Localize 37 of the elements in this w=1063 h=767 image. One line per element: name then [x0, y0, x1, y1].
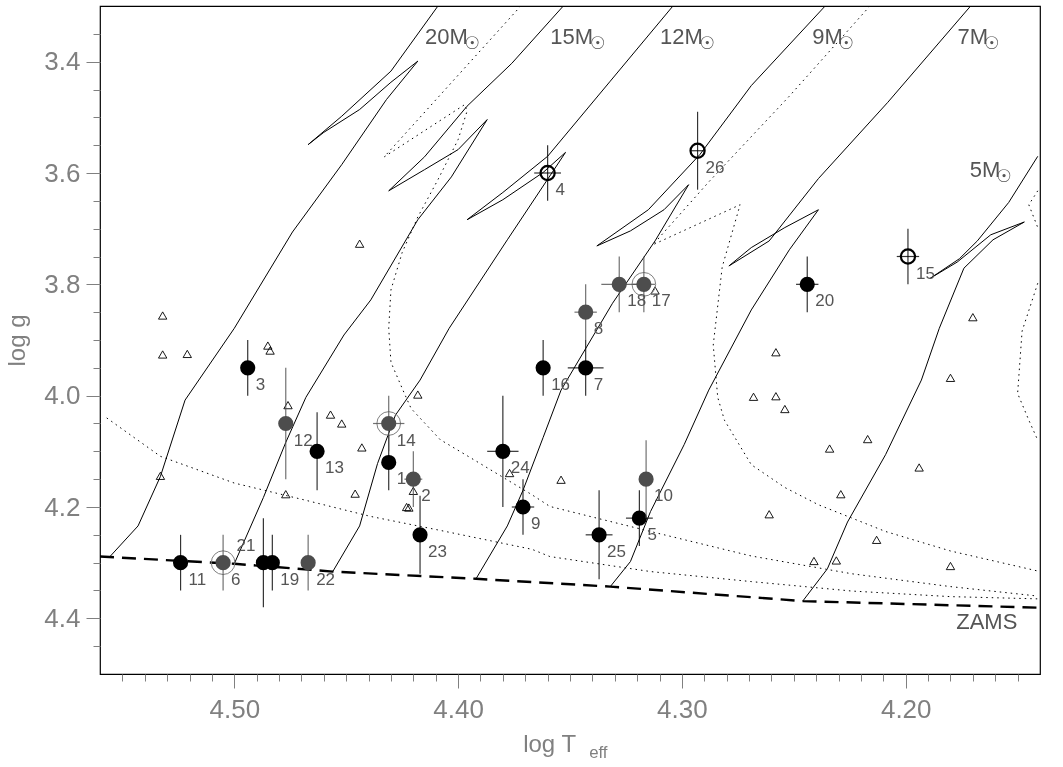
annotation: 13 [325, 458, 345, 478]
x-tick-label: 4.50 [209, 693, 261, 724]
annotation: 22 [316, 569, 336, 589]
annotation: 19 [280, 569, 300, 589]
annotation: 6 [231, 569, 241, 589]
annotation: 11 [188, 569, 207, 589]
x-tick-label: 4.40 [433, 693, 484, 724]
y-tick-label: 4.4 [44, 602, 81, 633]
annotation: 9 [531, 514, 541, 533]
annotation: 14 [396, 430, 416, 450]
y-tick-label: 4.2 [44, 491, 81, 522]
annotation: 17 [651, 291, 671, 311]
annotation: ZAMS [956, 608, 1018, 634]
annotation: 26 [705, 157, 725, 177]
y-tick-label: 4.0 [44, 380, 81, 411]
x-tick-label: 4.30 [657, 693, 708, 724]
annotation: 2 [421, 486, 431, 506]
annotation: 5 [647, 525, 657, 545]
annotation: 1 [396, 469, 407, 489]
annotation: 20 [815, 291, 835, 311]
y-tick-label: 3.8 [44, 268, 81, 299]
annotation: 20M☉ [424, 24, 481, 53]
annotation: 12 [293, 430, 313, 450]
y-tick-label: 3.6 [44, 157, 81, 188]
annotation: 23 [428, 541, 447, 561]
annotation: 4 [555, 180, 566, 199]
y-axis-title: log g [3, 314, 31, 367]
annotation: 3 [255, 374, 266, 394]
annotation: 12M☉ [659, 24, 716, 53]
annotation: 25 [607, 541, 627, 561]
y-tick-label: 3.4 [44, 46, 81, 77]
annotation: 7 [593, 374, 604, 394]
annotation: 24 [510, 458, 530, 478]
x-tick-label: 4.20 [880, 693, 932, 724]
annotation: 15 [915, 263, 935, 283]
annotation: 15M☉ [550, 24, 606, 53]
annotation: 5M☉ [969, 157, 1012, 187]
